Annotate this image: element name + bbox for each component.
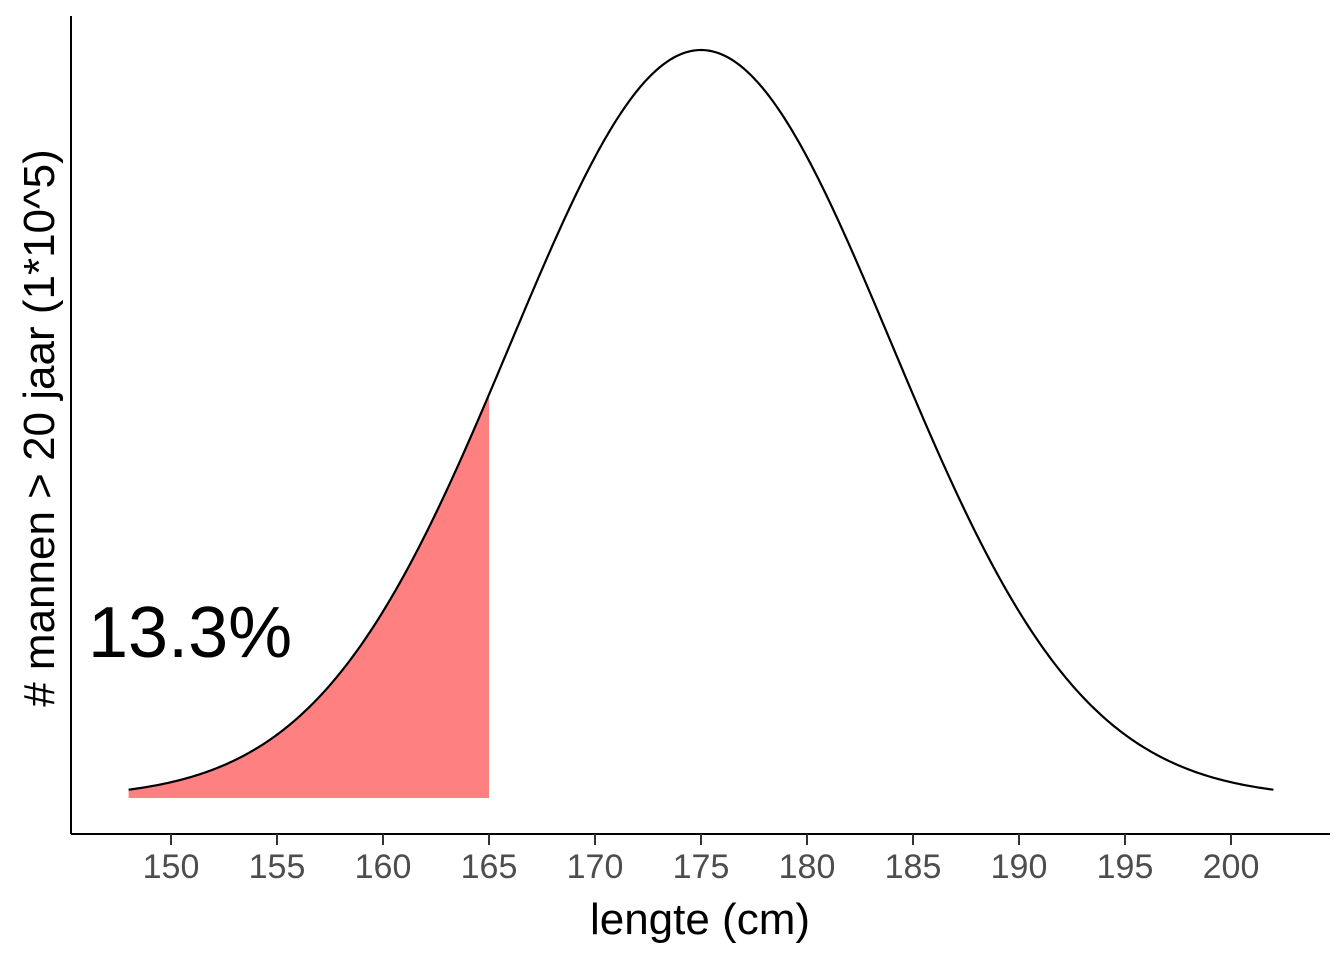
x-tick-label: 165 xyxy=(461,848,518,886)
x-tick-label: 185 xyxy=(885,848,942,886)
x-tick-label: 190 xyxy=(991,848,1048,886)
x-axis-title: lengte (cm) xyxy=(590,895,810,944)
density-curve xyxy=(128,48,1274,791)
x-tick-label: 175 xyxy=(673,848,730,886)
y-axis-title: # mannen > 20 jaar (1*10^5) xyxy=(15,149,64,707)
x-axis-ticks: 150 155 160 165 170 175 180 185 190 195 200 xyxy=(143,834,1260,886)
x-tick-label: 200 xyxy=(1203,848,1260,886)
percentage-annotation: 13.3% xyxy=(88,593,292,673)
shaded-area xyxy=(128,394,489,798)
plot-area xyxy=(128,48,1274,798)
x-tick-label: 170 xyxy=(567,848,624,886)
x-tick-label: 180 xyxy=(779,848,836,886)
x-tick-label: 150 xyxy=(143,848,200,886)
x-tick-label: 160 xyxy=(355,848,412,886)
x-tick-label: 155 xyxy=(249,848,306,886)
x-tick-label: 195 xyxy=(1097,848,1154,886)
